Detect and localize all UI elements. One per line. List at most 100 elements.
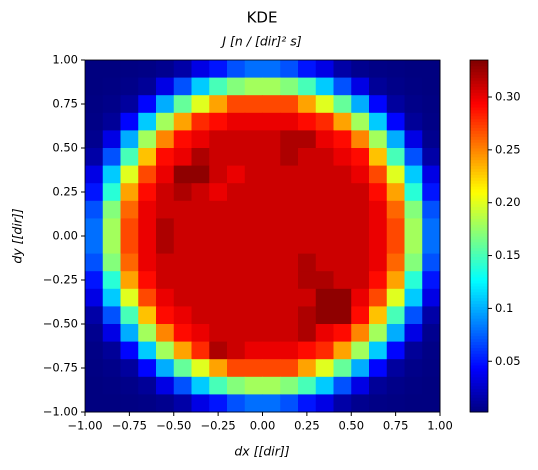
heatmap-cell	[280, 324, 299, 343]
heatmap-cell	[85, 236, 104, 255]
heatmap-cell	[191, 253, 210, 272]
colorbar-tick-label: 0.1	[495, 301, 513, 315]
colorbar-segment	[470, 368, 488, 372]
colorbar-segment	[470, 142, 488, 146]
heatmap-cell	[244, 306, 263, 325]
heatmap-cell	[102, 148, 121, 167]
heatmap-cell	[315, 236, 334, 255]
heatmap-cell	[209, 341, 228, 360]
heatmap-cell	[120, 253, 139, 272]
heatmap-cell	[369, 200, 388, 219]
heatmap-cell	[138, 165, 157, 184]
heatmap-cell	[102, 271, 121, 290]
heatmap-cell	[209, 148, 228, 167]
heatmap-cell	[280, 306, 299, 325]
heatmap-cell	[386, 218, 405, 237]
colorbar-tick-label: 0.25	[495, 142, 521, 156]
colorbar-segment	[470, 62, 488, 67]
heatmap-cell	[244, 183, 263, 202]
heatmap-cell	[120, 288, 139, 307]
heatmap-cell	[156, 288, 175, 307]
heatmap-cell	[404, 95, 423, 114]
heatmap-cell	[191, 95, 210, 114]
heatmap-cell	[422, 165, 441, 184]
heatmap-cell	[85, 306, 104, 325]
y-tick-label: 0.00	[52, 229, 78, 243]
heatmap-cell	[386, 359, 405, 378]
heatmap-cell	[351, 306, 370, 325]
heatmap-cell	[138, 376, 157, 395]
heatmap-cell	[280, 394, 299, 413]
heatmap-cell	[404, 218, 423, 237]
heatmap-cell	[173, 359, 192, 378]
heatmap-cell	[386, 165, 405, 184]
heatmap-cell	[209, 218, 228, 237]
heatmap-cell	[386, 77, 405, 96]
heatmap-cell	[333, 130, 352, 149]
heatmap-cell	[262, 253, 281, 272]
x-axis-label: dx [[dir]]	[234, 444, 289, 459]
colorbar-segment	[470, 192, 488, 196]
heatmap-cell	[191, 324, 210, 343]
colorbar-segment	[470, 133, 488, 137]
heatmap-cell	[191, 112, 210, 131]
heatmap-cell	[244, 376, 263, 395]
heatmap-cell	[333, 165, 352, 184]
y-tick-label: 0.50	[52, 141, 78, 155]
heatmap-cell	[85, 271, 104, 290]
heatmap-cell	[315, 183, 334, 202]
heatmap-cell	[386, 148, 405, 167]
heatmap-cell	[138, 60, 157, 79]
heatmap-cell	[138, 324, 157, 343]
colorbar-segment	[470, 238, 488, 243]
x-tick-label: −0.75	[112, 419, 147, 433]
heatmap-cell	[209, 77, 228, 96]
heatmap-cell	[227, 359, 246, 378]
heatmap-cell	[138, 130, 157, 149]
heatmap-cell	[173, 218, 192, 237]
heatmap-cell	[422, 77, 441, 96]
colorbar-segment	[470, 321, 488, 325]
heatmap-cell	[156, 130, 175, 149]
heatmap-cell	[102, 60, 121, 79]
colorbar-segment	[470, 124, 488, 128]
colorbar-segment	[470, 118, 488, 123]
colorbar-segment	[470, 353, 488, 357]
heatmap-cell	[333, 288, 352, 307]
colorbar-segment	[470, 60, 488, 64]
heatmap-cell	[298, 341, 317, 360]
colorbar-segment	[470, 227, 488, 231]
heatmap-cell	[209, 306, 228, 325]
heatmap-cell	[315, 394, 334, 413]
heatmap-cell	[315, 306, 334, 325]
y-tick-label: −0.50	[43, 317, 78, 331]
heatmap-cell	[138, 236, 157, 255]
y-tick-label: −0.25	[43, 273, 78, 287]
heatmap-cell	[262, 288, 281, 307]
x-tick-label: −0.25	[201, 419, 236, 433]
colorbar-segment	[470, 230, 488, 234]
heatmap-cell	[369, 183, 388, 202]
heatmap-cell	[351, 183, 370, 202]
heatmap-cell	[85, 95, 104, 114]
heatmap-cell	[209, 394, 228, 413]
heatmap-cell	[156, 148, 175, 167]
heatmap-cell	[244, 394, 263, 413]
heatmap-cell	[85, 324, 104, 343]
heatmap-cell	[227, 183, 246, 202]
heatmap-cell	[156, 183, 175, 202]
heatmap-cell	[173, 148, 192, 167]
heatmap-cell	[209, 130, 228, 149]
heatmap-cell	[138, 218, 157, 237]
colorbar-segment	[470, 148, 488, 152]
heatmap-cell	[209, 376, 228, 395]
heatmap-cell	[120, 218, 139, 237]
colorbar-segment	[470, 288, 488, 293]
heatmap-cell	[244, 359, 263, 378]
colorbar-segment	[470, 86, 488, 90]
heatmap-cell	[386, 324, 405, 343]
heatmap-cell	[102, 112, 121, 131]
heatmap-cell	[404, 306, 423, 325]
colorbar-segment	[470, 153, 488, 158]
colorbar-segment	[470, 250, 488, 255]
